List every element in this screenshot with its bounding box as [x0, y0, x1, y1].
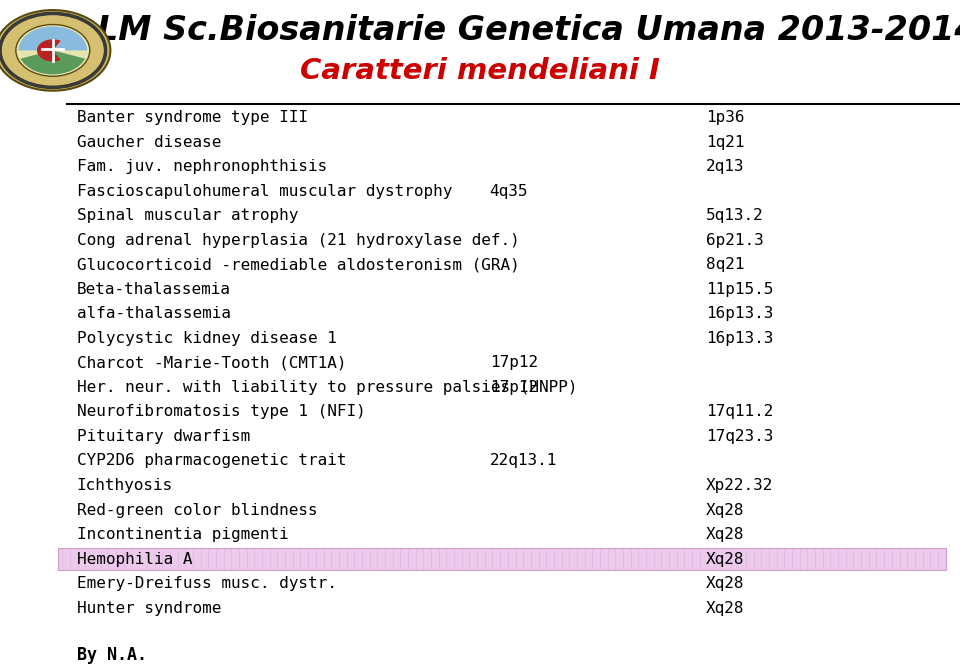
Circle shape	[15, 25, 89, 76]
Text: 17q11.2: 17q11.2	[706, 405, 773, 419]
Text: Hunter syndrome: Hunter syndrome	[77, 601, 221, 616]
Text: Neurofibromatosis type 1 (NFI): Neurofibromatosis type 1 (NFI)	[77, 405, 366, 419]
Text: Pituitary dwarfism: Pituitary dwarfism	[77, 429, 250, 444]
Circle shape	[0, 10, 110, 91]
Text: Glucocorticoid -remediable aldosteronism (GRA): Glucocorticoid -remediable aldosteronism…	[77, 257, 519, 272]
Text: Charcot -Marie-Tooth (CMT1A): Charcot -Marie-Tooth (CMT1A)	[77, 355, 347, 370]
FancyBboxPatch shape	[58, 548, 946, 570]
Text: CYP2D6 pharmacogenetic trait: CYP2D6 pharmacogenetic trait	[77, 454, 347, 468]
Text: alfa-thalassemia: alfa-thalassemia	[77, 306, 230, 321]
Text: Cong adrenal hyperplasia (21 hydroxylase def.): Cong adrenal hyperplasia (21 hydroxylase…	[77, 233, 519, 248]
Text: Emery-Dreifuss musc. dystr.: Emery-Dreifuss musc. dystr.	[77, 576, 337, 591]
Text: Polycystic kidney disease 1: Polycystic kidney disease 1	[77, 331, 337, 346]
Text: 2q13: 2q13	[706, 159, 744, 174]
Text: Xq28: Xq28	[706, 601, 744, 616]
Wedge shape	[20, 50, 85, 75]
Text: 8q21: 8q21	[706, 257, 744, 272]
Text: Xq28: Xq28	[706, 527, 744, 542]
Text: Fascioscapulohumeral muscular dystrophy: Fascioscapulohumeral muscular dystrophy	[77, 183, 452, 199]
Text: 1q21: 1q21	[706, 134, 744, 150]
Text: 5q13.2: 5q13.2	[706, 208, 763, 223]
Text: 22q13.1: 22q13.1	[490, 454, 557, 468]
Text: Ichthyosis: Ichthyosis	[77, 478, 173, 493]
Text: LM Sc.Biosanitarie Genetica Umana 2013-2014: LM Sc.Biosanitarie Genetica Umana 2013-2…	[97, 13, 960, 47]
Wedge shape	[36, 40, 60, 61]
Text: Xq28: Xq28	[706, 576, 744, 591]
Text: Hemophilia A: Hemophilia A	[77, 552, 192, 566]
Text: Banter syndrome type III: Banter syndrome type III	[77, 110, 308, 125]
Text: Beta-thalassemia: Beta-thalassemia	[77, 282, 230, 297]
Text: 16p13.3: 16p13.3	[706, 331, 773, 346]
Text: 11p15.5: 11p15.5	[706, 282, 773, 297]
Text: Gaucher disease: Gaucher disease	[77, 134, 221, 150]
Text: Caratteri mendeliani I: Caratteri mendeliani I	[300, 56, 660, 85]
Text: Her. neur. with liability to pressure palsies (HNPP): Her. neur. with liability to pressure pa…	[77, 380, 577, 395]
Text: Red-green color blindness: Red-green color blindness	[77, 503, 318, 517]
Wedge shape	[18, 26, 87, 50]
Text: 17q23.3: 17q23.3	[706, 429, 773, 444]
Text: 4q35: 4q35	[490, 183, 528, 199]
Text: Fam. juv. nephronophthisis: Fam. juv. nephronophthisis	[77, 159, 327, 174]
Text: 6p21.3: 6p21.3	[706, 233, 763, 248]
Text: Xq28: Xq28	[706, 503, 744, 517]
Text: 1p36: 1p36	[706, 110, 744, 125]
Text: By N.A.: By N.A.	[77, 646, 147, 664]
Text: Incontinentia pigmenti: Incontinentia pigmenti	[77, 527, 289, 542]
Text: Xp22.32: Xp22.32	[706, 478, 773, 493]
Text: 16p13.3: 16p13.3	[706, 306, 773, 321]
Text: Spinal muscular atrophy: Spinal muscular atrophy	[77, 208, 299, 223]
Text: 17p12: 17p12	[490, 380, 538, 395]
Text: 17p12: 17p12	[490, 355, 538, 370]
Text: Xq28: Xq28	[706, 552, 744, 566]
Circle shape	[0, 13, 106, 87]
